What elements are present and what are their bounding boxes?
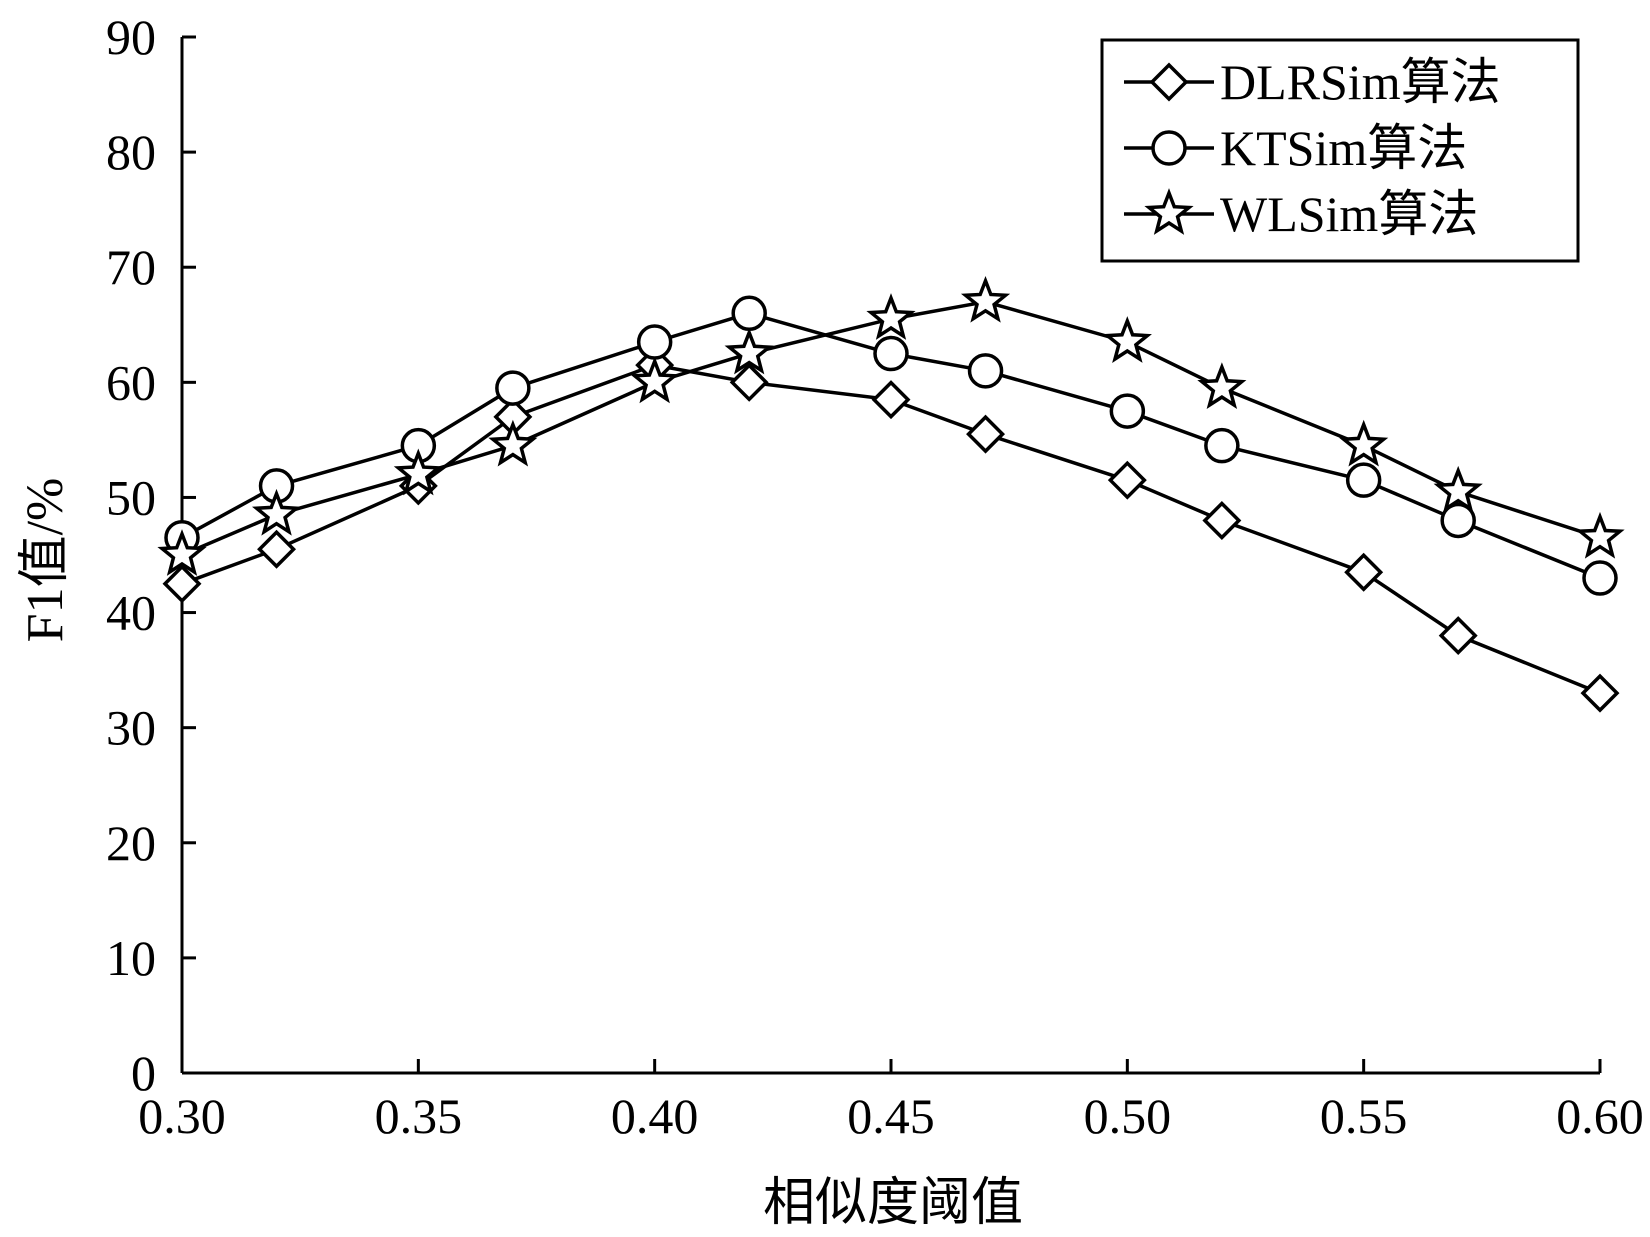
axes: 0 10 20 30 40 50 60 70 80 90 0.30 0.35 0.40 0.45 0.50 0… [106,9,1644,1144]
data-point-circle [967,353,1004,389]
y-tick-label: 40 [106,585,156,641]
x-tick-label: 0.40 [611,1088,699,1144]
y-axis-label: F1值/% [17,478,74,643]
y-tick-label: 80 [106,124,156,180]
legend-marker-diamond [1149,62,1189,102]
legend-marker-star [1144,188,1194,235]
series-markers [157,275,1625,713]
y-tick-label: 60 [106,354,156,410]
y-tick-label: 10 [106,930,156,986]
data-point-star [1575,511,1625,559]
y-tick-label: 70 [106,239,156,295]
data-point-star [1433,465,1483,513]
data-point-diamond [966,414,1006,454]
data-point-star [488,419,538,467]
data-point-circle [1440,502,1476,539]
legend-marker-circle [1151,130,1187,166]
legend-label: DLRSim算法 [1220,54,1501,110]
data-point-circle [731,295,767,332]
legend-label: WLSim算法 [1220,186,1478,242]
data-point-star [724,327,774,375]
y-tick-label: 30 [106,700,156,756]
legend: DLRSim算法 KTSim算法 WLSim算法 [1100,38,1580,263]
data-point-star [1102,316,1152,363]
data-point-diamond [1202,500,1242,540]
data-point-diamond [1344,552,1384,592]
data-point-circle [1582,560,1618,596]
y-tick-label: 0 [131,1045,156,1101]
data-point-circle [1109,393,1146,429]
data-point-circle [1204,427,1240,464]
data-point-circle [495,370,531,406]
y-tick-label: 20 [106,815,156,871]
legend-label: KTSim算法 [1220,120,1467,176]
x-tick-label: 0.60 [1556,1088,1644,1144]
data-point-star [1339,419,1389,467]
x-tick-label: 0.30 [138,1088,226,1144]
data-point-star [251,488,302,536]
data-point-star [393,448,443,496]
data-point-star [630,356,680,404]
data-point-diamond [1438,616,1478,656]
data-point-star [866,293,916,340]
data-point-star [960,275,1011,323]
data-point-star [157,529,207,576]
data-point-star [1197,362,1247,410]
x-tick-label: 0.45 [847,1088,935,1144]
data-point-circle [636,324,673,360]
x-axis-label: 相似度阈值 [763,1175,1023,1232]
data-point-circle [1345,462,1382,498]
x-tick-label: 0.35 [375,1088,463,1144]
data-point-diamond [1107,460,1147,500]
data-point-diamond [871,380,911,420]
data-point-diamond [162,564,202,604]
x-tick-label: 0.50 [1084,1088,1172,1144]
data-point-diamond [257,529,297,569]
x-tick-label: 0.55 [1320,1088,1408,1144]
data-point-diamond [729,362,769,402]
data-point-diamond [1580,673,1620,713]
y-tick-label: 90 [106,9,156,65]
data-point-circle [873,335,909,372]
y-tick-label: 50 [106,469,156,525]
